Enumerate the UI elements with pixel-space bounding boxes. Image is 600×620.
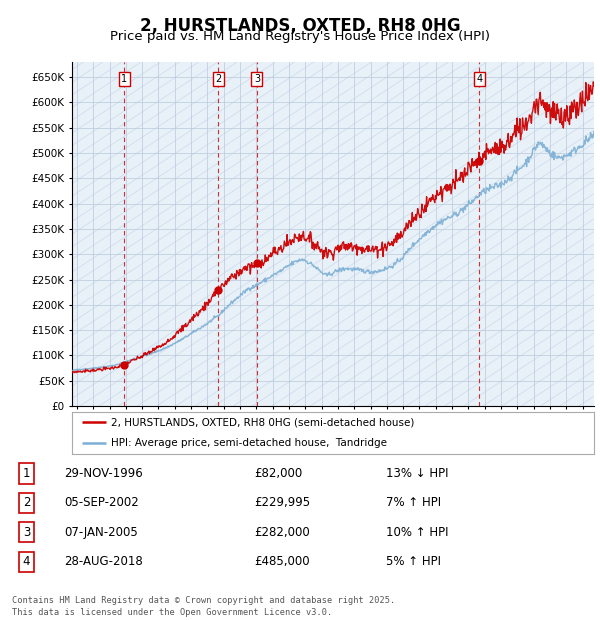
Text: 28-AUG-2018: 28-AUG-2018 (64, 556, 143, 569)
Text: 5% ↑ HPI: 5% ↑ HPI (386, 556, 442, 569)
Text: HPI: Average price, semi-detached house,  Tandridge: HPI: Average price, semi-detached house,… (111, 438, 387, 448)
Text: 2, HURSTLANDS, OXTED, RH8 0HG (semi-detached house): 2, HURSTLANDS, OXTED, RH8 0HG (semi-deta… (111, 417, 415, 427)
Text: 3: 3 (23, 526, 30, 539)
Text: 4: 4 (23, 556, 30, 569)
Text: 10% ↑ HPI: 10% ↑ HPI (386, 526, 449, 539)
Text: 29-NOV-1996: 29-NOV-1996 (64, 467, 143, 480)
Text: 7% ↑ HPI: 7% ↑ HPI (386, 497, 442, 510)
Text: £229,995: £229,995 (254, 497, 310, 510)
Text: £485,000: £485,000 (254, 556, 310, 569)
Text: Contains HM Land Registry data © Crown copyright and database right 2025.
This d: Contains HM Land Registry data © Crown c… (12, 596, 395, 617)
Text: 3: 3 (254, 74, 260, 84)
Text: £82,000: £82,000 (254, 467, 302, 480)
Text: 1: 1 (23, 467, 30, 480)
Text: 4: 4 (476, 74, 482, 84)
Text: 2: 2 (23, 497, 30, 510)
Text: 05-SEP-2002: 05-SEP-2002 (64, 497, 139, 510)
Text: 13% ↓ HPI: 13% ↓ HPI (386, 467, 449, 480)
Text: 1: 1 (121, 74, 127, 84)
Text: £282,000: £282,000 (254, 526, 310, 539)
Text: 07-JAN-2005: 07-JAN-2005 (64, 526, 137, 539)
Text: 2, HURSTLANDS, OXTED, RH8 0HG: 2, HURSTLANDS, OXTED, RH8 0HG (140, 17, 460, 35)
Text: Price paid vs. HM Land Registry's House Price Index (HPI): Price paid vs. HM Land Registry's House … (110, 30, 490, 43)
Text: 2: 2 (215, 74, 221, 84)
